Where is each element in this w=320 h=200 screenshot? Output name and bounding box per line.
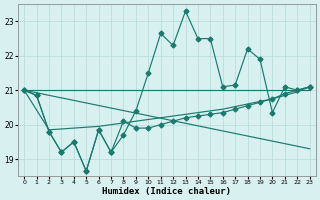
X-axis label: Humidex (Indice chaleur): Humidex (Indice chaleur) (102, 187, 231, 196)
